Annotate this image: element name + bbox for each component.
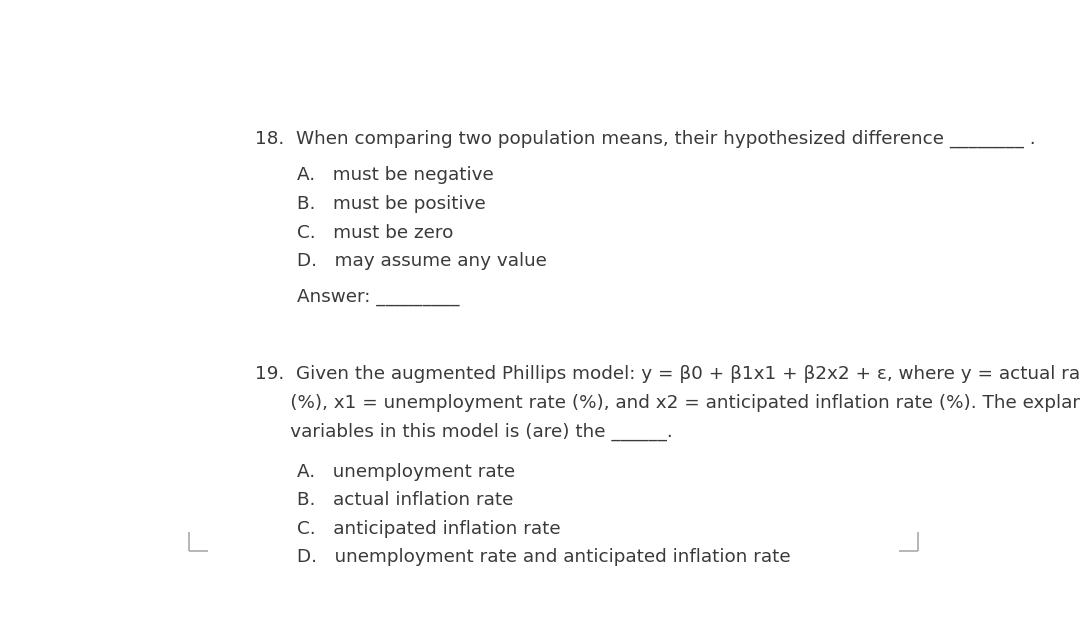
Text: (%), x1 = unemployment rate (%), and x2 = anticipated inflation rate (%). The ex: (%), x1 = unemployment rate (%), and x2 … [255, 394, 1080, 412]
Text: D.   may assume any value: D. may assume any value [297, 252, 546, 270]
Text: B.   must be positive: B. must be positive [297, 195, 485, 213]
Text: B.   actual inflation rate: B. actual inflation rate [297, 492, 513, 509]
Text: 19.  Given the augmented Phillips model: y = β0 + β1x1 + β2x2 + ε, where y = act: 19. Given the augmented Phillips model: … [255, 365, 1080, 383]
Text: variables in this model is (are) the ______.: variables in this model is (are) the ___… [255, 422, 673, 440]
Text: D.   unemployment rate and anticipated inflation rate: D. unemployment rate and anticipated inf… [297, 548, 791, 566]
Text: A.   unemployment rate: A. unemployment rate [297, 463, 515, 481]
Text: Answer: _________: Answer: _________ [297, 288, 459, 306]
Text: A.   must be negative: A. must be negative [297, 166, 494, 184]
Text: 18.  When comparing two population means, their hypothesized difference ________: 18. When comparing two population means,… [255, 129, 1036, 148]
Text: C.   anticipated inflation rate: C. anticipated inflation rate [297, 520, 561, 538]
Text: C.   must be zero: C. must be zero [297, 223, 453, 242]
